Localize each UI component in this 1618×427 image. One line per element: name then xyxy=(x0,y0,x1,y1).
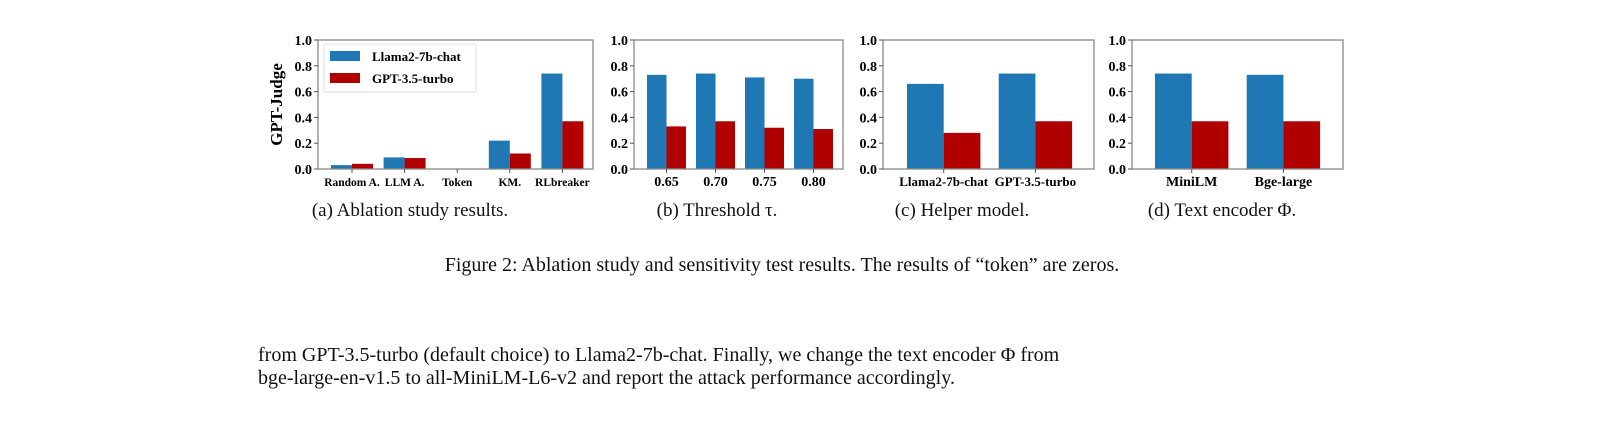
x-tick-label: RLbreaker xyxy=(535,177,590,189)
bar-llama2-7b-chat-0 xyxy=(331,165,352,169)
chart-b: 0.0 0.2 0.4 0.6 0.8 1.0 0.65 0.70 0.75 0.80 xyxy=(611,34,844,190)
legend-swatch-1 xyxy=(330,51,360,61)
subcaption-a: (a) Ablation study results. xyxy=(311,200,509,221)
body-text-line-1: from GPT-3.5-turbo (default choice) to L… xyxy=(258,344,1060,366)
x-tick-label: LLM A. xyxy=(385,177,425,189)
y-tick-label: 0.0 xyxy=(611,163,629,178)
legend-swatch-2 xyxy=(330,73,360,83)
bar-llama2-7b-chat-0 xyxy=(907,83,944,169)
bar-gpt-3-5-turbo-0 xyxy=(352,163,373,169)
chart-c: 0.0 0.2 0.4 0.6 0.8 1.0 Llama2-7b-chat GPT-3.5-… xyxy=(860,34,1095,189)
bar-gpt-3-5-turbo-3 xyxy=(813,129,833,169)
y-tick-label: 0.0 xyxy=(295,163,313,178)
chart-d: 0.0 0.2 0.4 0.6 0.8 1.0 MiniLM Bge-large xyxy=(1109,34,1344,190)
x-tick-label: 0.75 xyxy=(752,175,777,190)
x-tick-label: 0.65 xyxy=(654,175,679,190)
bar-llama2-7b-chat-0 xyxy=(647,74,667,169)
y-tick-label: 0.4 xyxy=(860,111,878,126)
figure-2-charts: 0.0 0.2 0.4 0.6 0.8 1.0 Random A. LLM A. Token KM… xyxy=(267,34,1344,190)
y-tick-label: 1.0 xyxy=(611,34,629,49)
y-tick-label: 1.0 xyxy=(295,34,313,49)
y-tick-label: 0.2 xyxy=(860,137,878,152)
y-tick-label: 0.2 xyxy=(1109,137,1127,152)
x-tick-label: MiniLM xyxy=(1166,175,1217,190)
plot-frame xyxy=(1131,39,1344,170)
bar-llama2-7b-chat-1 xyxy=(383,157,405,169)
y-tick-label: 0.8 xyxy=(860,60,878,75)
body-text-line-2: bge-large-en-v1.5 to all-MiniLM-L6-v2 an… xyxy=(258,367,955,389)
x-tick-label: KM. xyxy=(498,177,521,189)
chart-a: 0.0 0.2 0.4 0.6 0.8 1.0 Random A. LLM A. Token KM… xyxy=(267,34,594,189)
bar-gpt-3-5-turbo-1 xyxy=(1283,121,1321,169)
legend: Llama2-7b-chat GPT-3.5-turbo xyxy=(323,43,477,93)
y-tick-label: 0.8 xyxy=(295,60,313,75)
y-tick-label: 1.0 xyxy=(860,34,878,49)
y-tick-label: 0.4 xyxy=(295,111,313,126)
x-tick-label: Random A. xyxy=(324,177,380,189)
x-tick-label: GPT-3.5-turbo xyxy=(995,174,1077,189)
plot-frame xyxy=(633,39,844,170)
bar-llama2-7b-chat-1 xyxy=(696,73,716,169)
bar-gpt-3-5-turbo-1 xyxy=(715,121,735,169)
y-axis-label: GPT-Judge xyxy=(267,63,286,146)
y-tick-label: 0.0 xyxy=(860,163,878,178)
subcaption-c: (c) Helper model. xyxy=(894,200,1030,221)
bar-llama2-7b-chat-3 xyxy=(488,140,510,169)
legend-label-1: Llama2-7b-chat xyxy=(372,49,462,64)
bar-gpt-3-5-turbo-0 xyxy=(1191,121,1229,169)
bar-gpt-3-5-turbo-1 xyxy=(1035,121,1073,169)
bar-llama2-7b-chat-0 xyxy=(1155,73,1192,169)
y-tick-label: 0.8 xyxy=(611,60,629,75)
y-tick-label: 0.6 xyxy=(860,86,878,101)
y-tick-label: 0.0 xyxy=(1109,163,1127,178)
legend-label-2: GPT-3.5-turbo xyxy=(372,71,454,86)
subcaption-b: (b) Threshold τ. xyxy=(656,200,778,221)
y-tick-label: 0.6 xyxy=(1109,86,1127,101)
bar-gpt-3-5-turbo-0 xyxy=(943,132,981,169)
y-tick-label: 0.6 xyxy=(611,86,629,101)
y-tick-label: 0.4 xyxy=(611,111,629,126)
bar-gpt-3-5-turbo-0 xyxy=(666,126,686,169)
y-tick-label: 0.2 xyxy=(611,137,629,152)
subcaption-d: (d) Text encoder Φ. xyxy=(1147,200,1297,221)
bar-gpt-3-5-turbo-4 xyxy=(562,121,584,169)
x-tick-label: 0.70 xyxy=(703,175,728,190)
y-tick-label: 0.8 xyxy=(1109,60,1127,75)
figure-caption: Figure 2: Ablation study and sensitivity… xyxy=(444,254,1120,276)
bar-llama2-7b-chat-3 xyxy=(794,78,814,169)
y-tick-label: 0.6 xyxy=(295,86,313,101)
bar-gpt-3-5-turbo-3 xyxy=(509,153,531,169)
bar-llama2-7b-chat-2 xyxy=(745,77,765,169)
bar-gpt-3-5-turbo-1 xyxy=(404,158,426,169)
x-tick-label: Llama2-7b-chat xyxy=(899,174,989,189)
bar-llama2-7b-chat-1 xyxy=(1246,74,1284,169)
bar-llama2-7b-chat-1 xyxy=(998,73,1036,169)
y-tick-label: 0.4 xyxy=(1109,111,1127,126)
y-tick-label: 1.0 xyxy=(1109,34,1127,49)
bar-gpt-3-5-turbo-2 xyxy=(764,127,784,169)
x-tick-label: 0.80 xyxy=(801,175,826,190)
x-tick-label: Bge-large xyxy=(1255,175,1313,190)
x-tick-label: Token xyxy=(442,177,473,189)
legend-box xyxy=(323,43,477,93)
bar-llama2-7b-chat-4 xyxy=(541,73,563,169)
plot-frame xyxy=(882,39,1095,170)
plot-frame xyxy=(317,39,594,170)
y-tick-label: 0.2 xyxy=(295,137,313,152)
